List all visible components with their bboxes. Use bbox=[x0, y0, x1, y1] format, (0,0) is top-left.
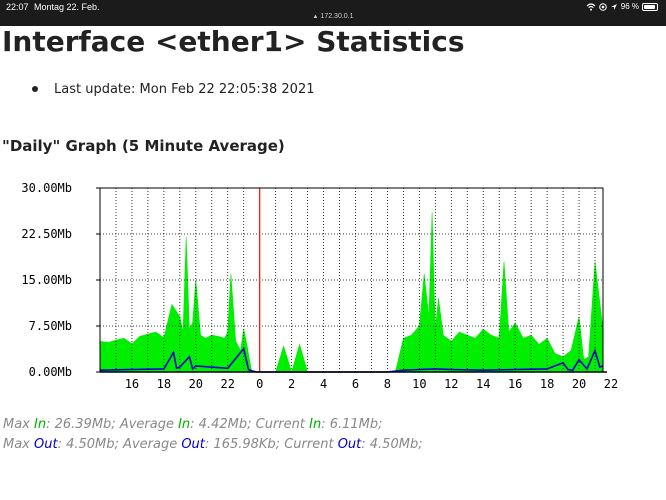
status-date: Montag 22. Feb. bbox=[34, 2, 100, 12]
out-word: Out bbox=[337, 437, 362, 452]
x-tick-label: 10 bbox=[412, 377, 426, 391]
out-avg-value: : 165.98Kb; bbox=[204, 437, 285, 452]
x-tick-label: 14 bbox=[476, 377, 490, 391]
status-bar: 22:07 Montag 22. Feb. ▲ 172.30.0.1 96 % bbox=[0, 0, 666, 26]
out-max-value: : 4.50Mb; bbox=[57, 437, 124, 452]
stats-in-line: Max In: 26.39Mb; Average In: 4.42Mb; Cur… bbox=[3, 415, 423, 435]
out-max-label: Max bbox=[3, 437, 35, 452]
address-bar[interactable]: ▲ 172.30.0.1 bbox=[0, 13, 666, 20]
out-avg-label: Average bbox=[123, 437, 182, 452]
in-max-label: Max bbox=[3, 417, 35, 432]
y-tick-label: 0.00Mb bbox=[29, 365, 72, 379]
last-update-text: Last update: Mon Feb 22 22:05:38 2021 bbox=[54, 82, 315, 97]
y-tick-label: 22.50Mb bbox=[21, 227, 72, 241]
location-icon bbox=[610, 3, 617, 10]
x-tick-label: 16 bbox=[508, 377, 522, 391]
status-time: 22:07 bbox=[6, 2, 29, 12]
x-tick-label: 20 bbox=[189, 377, 203, 391]
last-update-item: Last update: Mon Feb 22 22:05:38 2021 bbox=[32, 82, 315, 97]
battery-icon bbox=[642, 2, 658, 11]
y-tick-label: 15.00Mb bbox=[21, 273, 72, 287]
at-icon bbox=[598, 2, 607, 11]
page-title: Interface <ether1> Statistics bbox=[2, 25, 465, 58]
x-tick-label: 6 bbox=[352, 377, 359, 391]
y-tick-label: 7.50Mb bbox=[29, 319, 72, 333]
x-tick-label: 22 bbox=[221, 377, 235, 391]
x-tick-label: 0 bbox=[256, 377, 263, 391]
x-tick-label: 4 bbox=[320, 377, 327, 391]
traffic-stats: Max In: 26.39Mb; Average In: 4.42Mb; Cur… bbox=[3, 415, 423, 455]
x-tick-label: 22 bbox=[604, 377, 618, 391]
out-word: Out bbox=[34, 437, 58, 452]
out-cur-label: Current bbox=[284, 437, 338, 452]
in-avg-value: : 4.42Mb; bbox=[190, 417, 256, 432]
lock-icon: ▲ bbox=[312, 14, 319, 20]
x-tick-label: 18 bbox=[157, 377, 171, 391]
in-word: In bbox=[309, 417, 322, 432]
battery-percent: 96 % bbox=[620, 2, 639, 11]
wifi-icon bbox=[586, 2, 596, 11]
bullet bbox=[32, 86, 38, 92]
status-icons: 96 % bbox=[586, 2, 658, 11]
x-tick-label: 2 bbox=[288, 377, 295, 391]
stats-out-line: Max Out: 4.50Mb; Average Out: 165.98Kb; … bbox=[3, 435, 423, 455]
x-tick-label: 20 bbox=[572, 377, 586, 391]
in-cur-label: Current bbox=[255, 417, 310, 432]
y-tick-label: 30.00Mb bbox=[21, 181, 72, 195]
out-cur-value: : 4.50Mb; bbox=[361, 437, 423, 452]
out-word: Out bbox=[181, 437, 205, 452]
in-cur-value: : 6.11Mb; bbox=[321, 417, 383, 432]
url-text: 172.30.0.1 bbox=[320, 13, 354, 20]
x-tick-label: 12 bbox=[444, 377, 458, 391]
x-tick-label: 16 bbox=[125, 377, 139, 391]
graph-title: "Daily" Graph (5 Minute Average) bbox=[2, 137, 285, 155]
in-word: In bbox=[34, 417, 47, 432]
update-list: Last update: Mon Feb 22 22:05:38 2021 bbox=[32, 82, 315, 97]
in-word: In bbox=[178, 417, 191, 432]
x-tick-label: 18 bbox=[540, 377, 554, 391]
in-max-value: : 26.39Mb; bbox=[46, 417, 120, 432]
in-avg-label: Average bbox=[119, 417, 179, 432]
x-tick-label: 8 bbox=[384, 377, 391, 391]
